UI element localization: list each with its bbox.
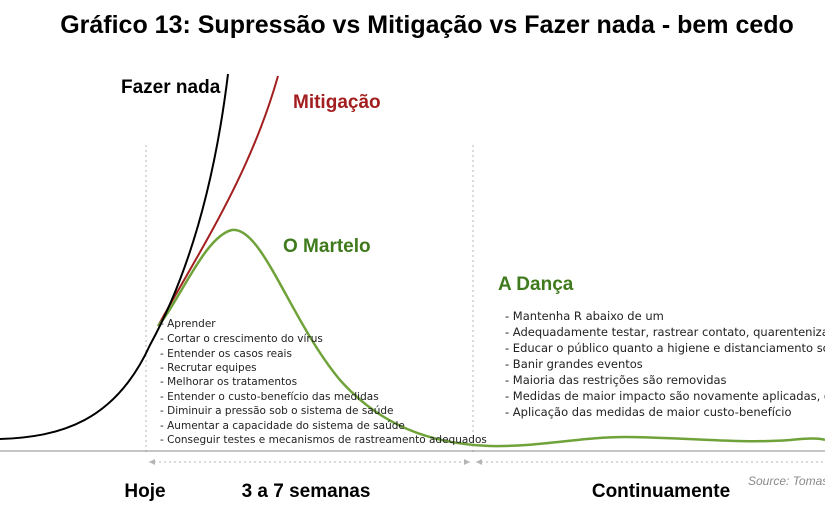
martelo-item: - Diminuir a pressão sob o sistema de sa… <box>160 405 394 417</box>
x-label-hoje: Hoje <box>124 481 165 502</box>
duration-arrow-continuous <box>476 459 825 465</box>
danca-item: - Adequadamente testar, rastrear contato… <box>505 325 825 339</box>
martelo-item: - Entender o custo-benefício das medidas <box>160 391 379 403</box>
series-line-mitigacao <box>157 75 279 327</box>
martelo-item: - Recrutar equipes <box>160 362 257 374</box>
x-label-continuamente: Continuamente <box>592 481 730 502</box>
source-note: Source: Tomas Pueyo <box>748 474 825 488</box>
phase-label-danca: A Dança <box>498 274 574 295</box>
series-label-martelo: O Martelo <box>283 236 371 257</box>
martelo-item: - Cortar o crescimento do vírus <box>160 333 323 345</box>
martelo-item: - Conseguir testes e mecanismos de rastr… <box>160 434 487 446</box>
danca-item: - Aplicação das medidas de maior custo-b… <box>505 405 792 419</box>
martelo-annotation-list: - Aprender - Cortar o crescimento do vír… <box>160 318 487 446</box>
danca-item: - Medidas de maior impacto são novamente… <box>505 389 825 403</box>
danca-item: - Mantenha R abaixo de um <box>505 309 664 323</box>
series-label-mitigacao: Mitigação <box>293 92 381 113</box>
x-label-semanas: 3 a 7 semanas <box>242 481 371 502</box>
duration-arrow-weeks <box>149 459 470 465</box>
danca-item: - Maioria das restrições são removidas <box>505 373 727 387</box>
series-line-fazer-nada <box>0 73 229 440</box>
series-line-martelo <box>157 228 825 448</box>
danca-annotation-list: - Mantenha R abaixo de um - Adequadament… <box>505 309 825 419</box>
martelo-item: - Entender os casos reais <box>160 348 292 360</box>
martelo-item: - Aumentar a capacidade do sistema de sa… <box>160 420 405 432</box>
martelo-item: - Aprender <box>160 318 216 330</box>
danca-item: - Educar o público quanto a higiene e di… <box>505 341 825 355</box>
martelo-item: - Melhorar os tratamentos <box>160 376 297 388</box>
danca-item: - Banir grandes eventos <box>505 357 643 371</box>
series-label-fazer-nada: Fazer nada <box>121 77 221 98</box>
chart-title: Gráfico 13: Supressão vs Mitigação vs Fa… <box>60 11 794 39</box>
